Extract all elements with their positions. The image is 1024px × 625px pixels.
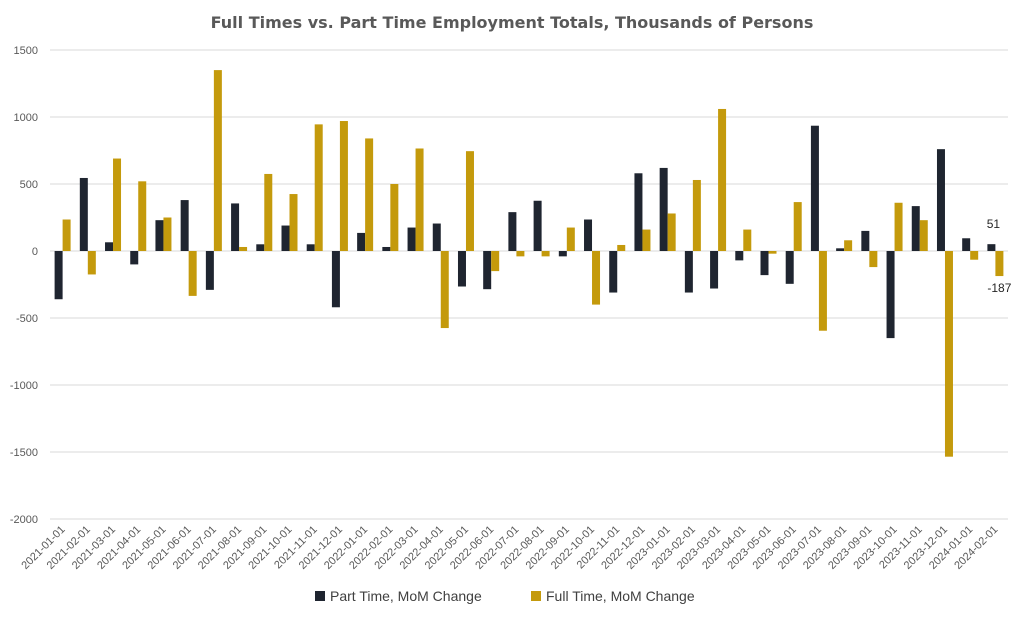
bar-full-time <box>516 251 525 257</box>
bar-full-time <box>844 240 853 251</box>
bar-part-time <box>457 251 466 287</box>
bar-part-time <box>407 227 416 251</box>
bar-part-time <box>684 251 693 293</box>
bar-part-time <box>936 149 945 251</box>
bar-part-time <box>331 251 340 308</box>
bar-part-time <box>659 167 668 251</box>
bar-full-time <box>213 70 222 251</box>
y-tick-label: 0 <box>32 246 38 258</box>
bar-part-time <box>256 244 265 251</box>
y-tick-label: -2000 <box>10 514 38 526</box>
bar-full-time <box>541 251 550 257</box>
bar-part-time <box>180 200 189 251</box>
bar-part-time <box>735 251 744 261</box>
data-labels: 51 -187 <box>987 217 1012 295</box>
bar-part-time <box>54 251 63 300</box>
bar-part-time <box>130 251 139 265</box>
legend-label: Full Time, MoM Change <box>546 588 695 604</box>
chart-title: Full Times vs. Part Time Employment Tota… <box>211 13 814 32</box>
bar-full-time <box>768 251 777 254</box>
bar-full-time <box>239 246 248 251</box>
bar-part-time <box>306 244 315 251</box>
bar-part-time <box>987 244 996 251</box>
bar-full-time <box>617 244 626 251</box>
bar-part-time <box>231 203 240 251</box>
bar-part-time <box>584 219 593 251</box>
bar-part-time <box>357 232 366 251</box>
bar-full-time <box>566 227 575 251</box>
bar-full-time <box>894 202 903 251</box>
bar-part-time <box>810 125 819 251</box>
bar-full-time <box>642 229 651 251</box>
bar-part-time <box>483 251 492 290</box>
bar-full-time <box>87 251 96 275</box>
bar-full-time <box>365 138 374 251</box>
y-tick-label: -1500 <box>10 447 38 459</box>
bar-part-time <box>760 251 769 276</box>
bar-full-time <box>667 213 676 251</box>
y-tick-label: 1500 <box>14 45 38 57</box>
bar-part-time <box>382 246 391 251</box>
bar-full-time <box>944 251 953 457</box>
bar-full-time <box>113 158 122 251</box>
bar-full-time <box>415 148 424 251</box>
bar-full-time <box>743 229 752 251</box>
y-tick-label: -500 <box>16 313 38 325</box>
y-axis: 1500 1000 500 0 -500 -1000 -1500 -2000 <box>10 45 38 526</box>
bar-full-time <box>818 251 827 331</box>
bar-part-time <box>836 248 845 251</box>
bar-part-time <box>609 251 618 293</box>
bar-part-time <box>533 200 542 251</box>
bar-full-time <box>390 184 399 251</box>
bar-full-time <box>339 121 348 252</box>
legend-swatch <box>315 591 325 601</box>
bar-series-group <box>54 70 1004 457</box>
bar-full-time <box>465 151 474 251</box>
bar-full-time <box>62 219 71 251</box>
bar-part-time <box>785 251 794 284</box>
bar-part-time <box>508 212 517 251</box>
bar-full-time <box>491 251 500 272</box>
bar-full-time <box>289 194 298 251</box>
bar-part-time <box>105 242 114 251</box>
bar-full-time <box>718 108 727 252</box>
bar-full-time <box>188 251 197 296</box>
x-axis: 2021-01-012021-02-012021-03-012021-04-01… <box>19 524 1000 572</box>
bar-part-time <box>281 225 290 251</box>
bar-full-time <box>592 251 601 305</box>
y-tick-label: -1000 <box>10 380 38 392</box>
bar-part-time <box>79 177 88 251</box>
bar-full-time <box>869 251 878 268</box>
bar-full-time <box>919 220 928 251</box>
bar-part-time <box>886 251 895 339</box>
bar-part-time <box>205 251 214 290</box>
bar-part-time <box>634 173 643 251</box>
bar-full-time <box>138 181 147 251</box>
bar-full-time <box>163 217 172 251</box>
legend: Part Time, MoM Change Full Time, MoM Chan… <box>315 588 695 604</box>
bar-full-time <box>692 179 701 251</box>
y-tick-label: 500 <box>20 179 38 191</box>
bar-part-time <box>432 223 441 251</box>
legend-swatch <box>531 591 541 601</box>
bar-part-time <box>558 251 567 257</box>
y-tick-label: 1000 <box>14 112 38 124</box>
bar-full-time <box>264 173 273 251</box>
data-label: 51 <box>987 217 1001 231</box>
bar-part-time <box>861 230 870 251</box>
bar-part-time <box>710 251 719 289</box>
data-label: -187 <box>987 281 1011 295</box>
bar-full-time <box>970 251 979 260</box>
bar-full-time <box>314 124 323 251</box>
bar-full-time <box>793 202 802 251</box>
bar-part-time <box>962 238 971 251</box>
bar-part-time <box>911 206 920 251</box>
bar-full-time <box>995 251 1004 277</box>
legend-label: Part Time, MoM Change <box>330 588 482 604</box>
bar-part-time <box>155 220 164 251</box>
bar-full-time <box>440 251 449 329</box>
